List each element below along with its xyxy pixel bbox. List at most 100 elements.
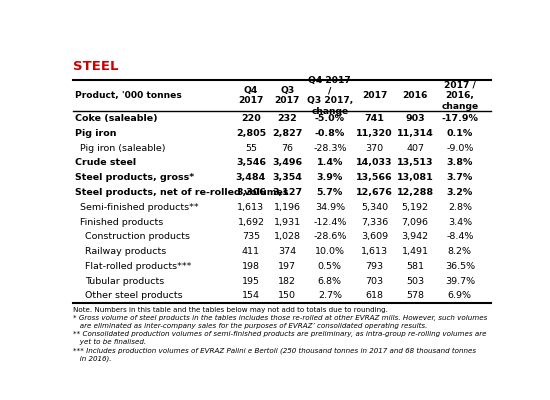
Text: Product, '000 tonnes: Product, '000 tonnes xyxy=(75,91,182,100)
Text: 3.7%: 3.7% xyxy=(447,173,473,182)
Text: 12,288: 12,288 xyxy=(397,188,433,197)
Text: *** Includes production volumes of EVRAZ Palini e Bertoli (250 thousand tonnes i: *** Includes production volumes of EVRAZ… xyxy=(73,347,476,354)
Text: 2.7%: 2.7% xyxy=(318,292,342,300)
Text: Finished products: Finished products xyxy=(80,218,163,226)
Text: 8.2%: 8.2% xyxy=(448,247,472,256)
Text: 581: 581 xyxy=(406,262,424,271)
Text: ** Consolidated production volumes of semi-finished products are preliminary, as: ** Consolidated production volumes of se… xyxy=(73,331,487,337)
Text: 0.5%: 0.5% xyxy=(318,262,342,271)
Text: 374: 374 xyxy=(278,247,296,256)
Text: 10.0%: 10.0% xyxy=(315,247,345,256)
Text: Construction products: Construction products xyxy=(85,232,190,241)
Text: 503: 503 xyxy=(406,277,424,286)
Text: Q4 2017
/
Q3 2017,
change: Q4 2017 / Q3 2017, change xyxy=(307,76,353,116)
Text: 7,096: 7,096 xyxy=(402,218,428,226)
Text: 3,546: 3,546 xyxy=(236,158,266,167)
Text: 5,340: 5,340 xyxy=(361,203,388,212)
Text: 618: 618 xyxy=(366,292,383,300)
Text: Coke (saleable): Coke (saleable) xyxy=(75,114,157,123)
Text: 1,613: 1,613 xyxy=(238,203,265,212)
Text: Railway products: Railway products xyxy=(85,247,166,256)
Text: 232: 232 xyxy=(277,114,297,123)
Text: 370: 370 xyxy=(366,144,384,153)
Text: 36.5%: 36.5% xyxy=(445,262,475,271)
Text: 3,942: 3,942 xyxy=(402,232,428,241)
Text: -12.4%: -12.4% xyxy=(313,218,346,226)
Text: -8.4%: -8.4% xyxy=(446,232,474,241)
Text: 903: 903 xyxy=(405,114,425,123)
Text: 55: 55 xyxy=(245,144,257,153)
Text: 703: 703 xyxy=(366,277,384,286)
Text: 3.9%: 3.9% xyxy=(317,173,343,182)
Text: 3,496: 3,496 xyxy=(272,158,302,167)
Text: Flat-rolled products***: Flat-rolled products*** xyxy=(85,262,191,271)
Text: 3.8%: 3.8% xyxy=(447,158,473,167)
Text: 735: 735 xyxy=(242,232,260,241)
Text: 5,192: 5,192 xyxy=(402,203,428,212)
Text: -9.0%: -9.0% xyxy=(446,144,474,153)
Text: in 2016).: in 2016). xyxy=(73,355,112,362)
Text: Q4
2017: Q4 2017 xyxy=(238,86,263,106)
Text: 182: 182 xyxy=(278,277,296,286)
Text: 154: 154 xyxy=(242,292,260,300)
Text: 13,566: 13,566 xyxy=(356,173,393,182)
Text: Crude steel: Crude steel xyxy=(75,158,136,167)
Text: 3,127: 3,127 xyxy=(272,188,302,197)
Text: Semi-finished products**: Semi-finished products** xyxy=(80,203,199,212)
Text: Pig iron: Pig iron xyxy=(75,129,116,138)
Text: 3.4%: 3.4% xyxy=(448,218,472,226)
Text: 3,484: 3,484 xyxy=(236,173,266,182)
Text: 411: 411 xyxy=(242,247,260,256)
Text: 1.4%: 1.4% xyxy=(317,158,343,167)
Text: Note. Numbers in this table and the tables below may not add to totals due to ro: Note. Numbers in this table and the tabl… xyxy=(73,307,388,313)
Text: 76: 76 xyxy=(281,144,293,153)
Text: 34.9%: 34.9% xyxy=(315,203,345,212)
Text: 407: 407 xyxy=(406,144,424,153)
Text: 13,513: 13,513 xyxy=(397,158,433,167)
Text: Steel products, net of re-rolled volumes: Steel products, net of re-rolled volumes xyxy=(75,188,288,197)
Text: are eliminated as inter-company sales for the purposes of EVRAZ’ consolidated op: are eliminated as inter-company sales fo… xyxy=(73,323,427,329)
Text: 1,196: 1,196 xyxy=(274,203,301,212)
Text: 39.7%: 39.7% xyxy=(445,277,475,286)
Text: yet to be finalised.: yet to be finalised. xyxy=(73,339,146,345)
Text: -0.8%: -0.8% xyxy=(315,129,345,138)
Text: 3,306: 3,306 xyxy=(236,188,266,197)
Text: 197: 197 xyxy=(278,262,296,271)
Text: 2,805: 2,805 xyxy=(236,129,266,138)
Text: 13,081: 13,081 xyxy=(397,173,433,182)
Text: 12,676: 12,676 xyxy=(356,188,393,197)
Text: 1,491: 1,491 xyxy=(402,247,428,256)
Text: Q3
2017: Q3 2017 xyxy=(274,86,300,106)
Text: 220: 220 xyxy=(241,114,261,123)
Text: 6.9%: 6.9% xyxy=(448,292,472,300)
Text: 198: 198 xyxy=(242,262,260,271)
Text: Pig iron (saleable): Pig iron (saleable) xyxy=(80,144,166,153)
Text: -28.3%: -28.3% xyxy=(313,144,346,153)
Text: -17.9%: -17.9% xyxy=(442,114,478,123)
Text: 2,827: 2,827 xyxy=(272,129,302,138)
Text: 578: 578 xyxy=(406,292,424,300)
Text: 0.1%: 0.1% xyxy=(447,129,473,138)
Text: 11,320: 11,320 xyxy=(356,129,393,138)
Text: 3,609: 3,609 xyxy=(361,232,388,241)
Text: 1,931: 1,931 xyxy=(274,218,301,226)
Text: 6.8%: 6.8% xyxy=(318,277,342,286)
Text: 793: 793 xyxy=(366,262,384,271)
Text: Steel products, gross*: Steel products, gross* xyxy=(75,173,194,182)
Text: 2017: 2017 xyxy=(362,91,387,100)
Text: 7,336: 7,336 xyxy=(361,218,388,226)
Text: 195: 195 xyxy=(242,277,260,286)
Text: -5.0%: -5.0% xyxy=(315,114,345,123)
Text: 2016: 2016 xyxy=(403,91,428,100)
Text: 3,354: 3,354 xyxy=(272,173,302,182)
Text: 1,692: 1,692 xyxy=(238,218,265,226)
Text: STEEL: STEEL xyxy=(73,60,118,73)
Text: 150: 150 xyxy=(278,292,296,300)
Text: 11,314: 11,314 xyxy=(397,129,433,138)
Text: 5.7%: 5.7% xyxy=(317,188,343,197)
Text: 2.8%: 2.8% xyxy=(448,203,472,212)
Text: 1,028: 1,028 xyxy=(274,232,301,241)
Text: -28.6%: -28.6% xyxy=(313,232,346,241)
Text: 3.2%: 3.2% xyxy=(447,188,473,197)
Text: * Gross volume of steel products in the tables includes those re-rolled at other: * Gross volume of steel products in the … xyxy=(73,315,487,321)
